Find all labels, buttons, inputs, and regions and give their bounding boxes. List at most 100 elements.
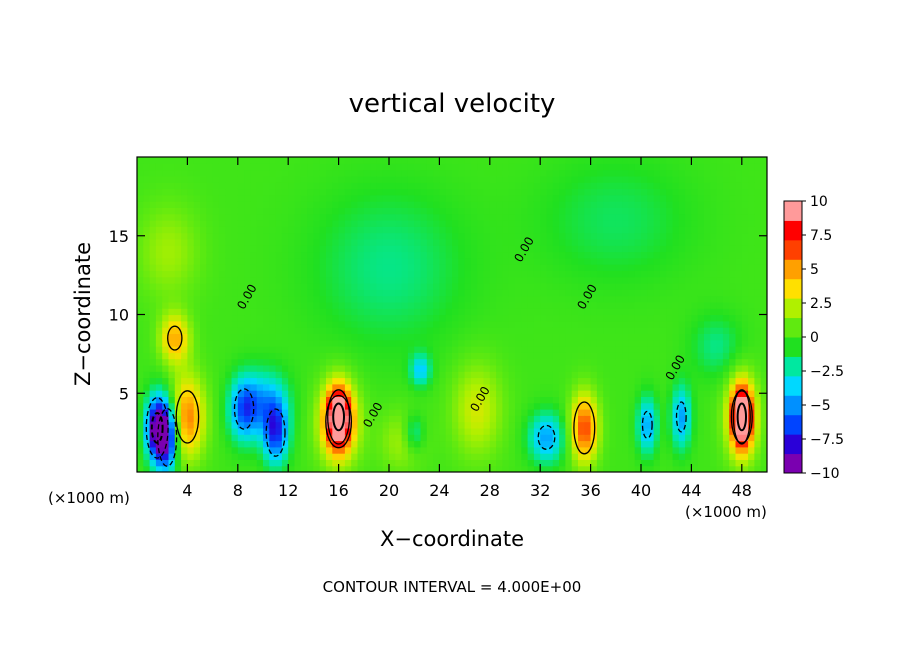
heat-cell [672,182,680,190]
heat-cell [433,427,440,435]
heat-cell [168,157,176,164]
heat-cell [244,333,251,341]
heat-cell [483,308,491,316]
heat-cell [704,289,711,297]
heat-cell [552,251,560,259]
heat-cell [590,465,598,472]
heat-cell [641,314,648,322]
heat-cell [729,440,737,448]
heat-cell [691,333,699,341]
heat-cell [590,213,598,221]
heat-cell [426,459,434,467]
heat-cell [760,220,767,227]
heat-cell [401,421,409,429]
heat-cell [760,371,767,379]
heat-cell [344,364,352,372]
heat-cell [470,415,478,423]
heat-cell [483,201,491,208]
heat-cell [370,364,377,372]
heat-cell [420,175,428,183]
heat-cell [760,314,767,322]
heat-cell [149,157,157,164]
heat-cell [615,295,623,303]
heat-cell [678,207,686,215]
heat-cell [748,238,755,246]
heat-cell [218,434,226,442]
heat-cell [584,346,592,353]
heat-cell [565,339,573,347]
heat-cell [237,434,245,442]
heat-cell [622,446,629,454]
heat-cell [200,402,207,410]
heat-cell [735,213,743,221]
heat-cell [508,295,516,303]
heat-cell [433,188,440,196]
heat-cell [603,175,611,183]
heat-cell [540,396,548,404]
heat-cell [237,232,245,240]
heat-cell [565,465,573,472]
heat-cell [666,327,674,334]
heat-cell [389,201,396,208]
heat-cell [464,459,472,467]
heat-cell [735,163,743,171]
heat-cell [653,440,661,448]
heat-cell [433,358,440,366]
heat-cell [332,459,340,467]
heat-cell [533,251,541,259]
heat-cell [149,251,157,259]
heat-cell [155,427,163,435]
heat-cell [666,427,674,435]
heat-cell [578,415,585,423]
heat-cell [294,390,302,397]
heat-cell [590,251,598,259]
heat-cell [678,232,686,240]
heat-cell [250,465,258,472]
heat-cell [137,169,144,177]
heat-cell [741,182,749,190]
heat-cell [760,226,767,234]
heat-cell [155,213,163,221]
heat-cell [515,377,522,385]
heat-cell [407,169,415,177]
heat-cell [162,320,170,328]
heat-cell [426,396,434,404]
heat-cell [332,358,340,366]
heat-cell [225,453,233,460]
heat-cell [244,289,251,297]
heat-cell [143,390,151,397]
heat-cell [193,339,201,347]
heat-cell [678,421,686,429]
heat-cell [691,402,699,410]
heat-cell [729,327,737,334]
heat-cell [659,283,667,290]
heat-cell [508,434,516,442]
heat-cell [565,301,573,309]
heat-cell [590,402,598,410]
heat-cell [489,257,497,265]
heat-cell [571,371,579,379]
heat-cell [376,169,384,177]
heat-cell [137,295,144,303]
heat-cell [263,421,270,429]
heat-cell [326,358,333,366]
heat-cell [294,188,302,196]
heat-cell [754,264,762,271]
heat-cell [288,390,296,397]
heat-cell [622,257,629,265]
heat-cell [596,157,604,164]
heat-cell [515,194,522,202]
heat-cell [628,453,636,460]
heat-cell [653,364,661,372]
heat-cell [281,434,289,442]
heat-cell [401,213,409,221]
heat-cell [559,295,566,303]
heat-cell [256,251,264,259]
heat-cell [414,207,422,215]
heat-cell [578,364,585,372]
heat-cell [357,333,365,341]
heat-cell [527,421,535,429]
heat-cell [483,377,491,385]
heat-cell [565,201,573,208]
heat-cell [313,308,321,316]
